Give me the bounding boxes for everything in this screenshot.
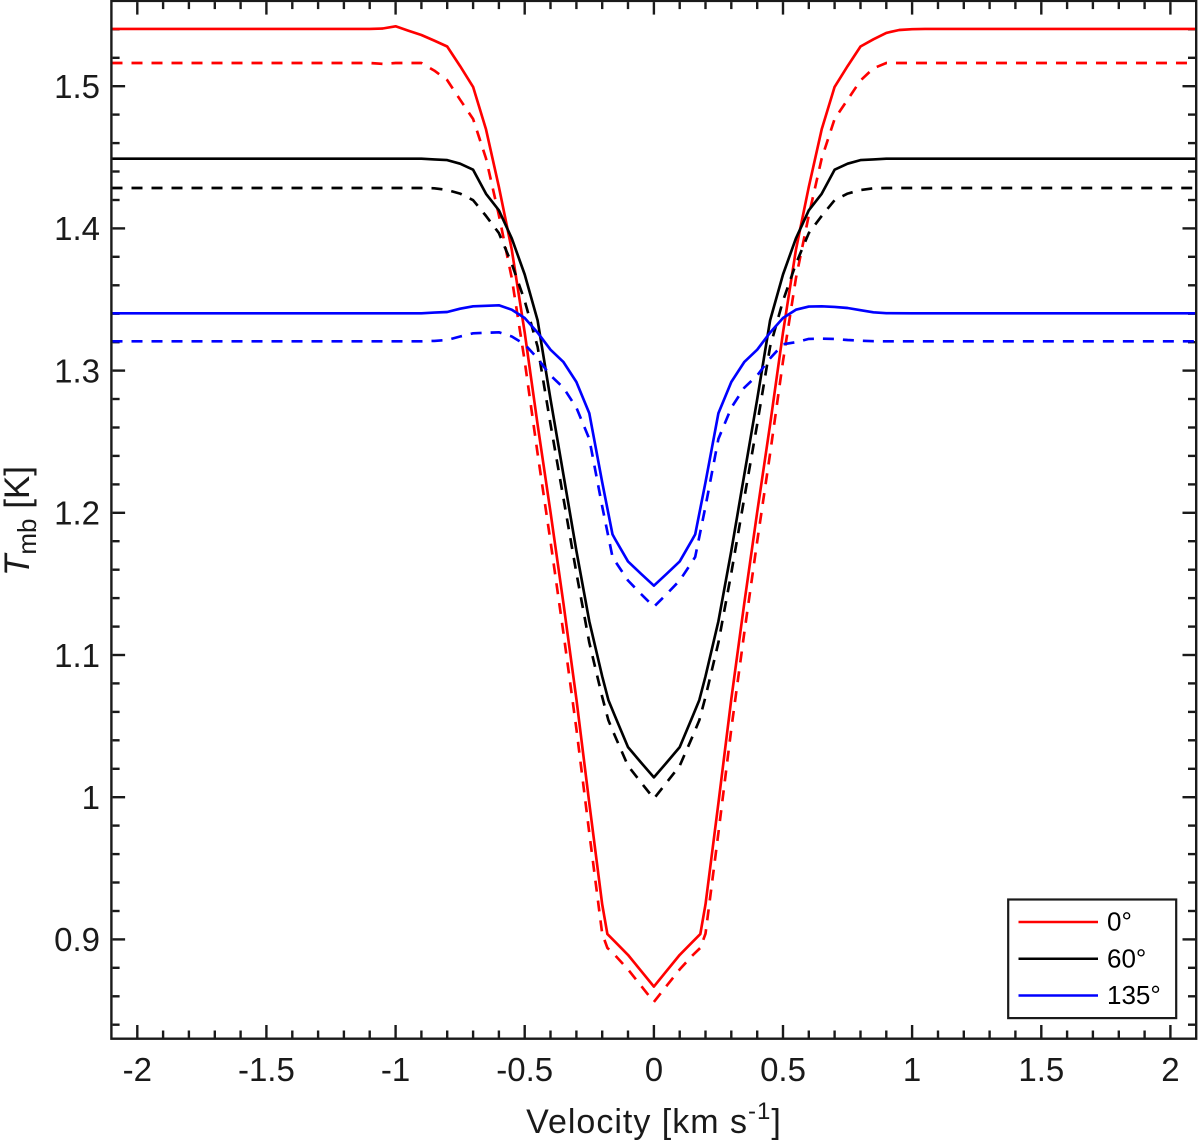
- svg-text:0.5: 0.5: [760, 1051, 806, 1088]
- svg-text:1.5: 1.5: [54, 68, 100, 105]
- svg-text:1.1: 1.1: [54, 637, 100, 674]
- svg-text:2: 2: [1161, 1051, 1179, 1088]
- svg-text:0.9: 0.9: [54, 921, 100, 958]
- svg-text:60°: 60°: [1107, 943, 1146, 973]
- svg-text:1.2: 1.2: [54, 495, 100, 532]
- svg-text:0: 0: [645, 1051, 663, 1088]
- svg-text:Tmb [K]: Tmb [K]: [0, 466, 42, 576]
- svg-text:0°: 0°: [1107, 907, 1132, 937]
- svg-text:-2: -2: [123, 1051, 152, 1088]
- svg-text:1.3: 1.3: [54, 352, 100, 389]
- svg-text:-1.5: -1.5: [238, 1051, 295, 1088]
- svg-text:1.4: 1.4: [54, 210, 100, 247]
- svg-text:1: 1: [82, 779, 100, 816]
- svg-text:Velocity [km s-1]: Velocity [km s-1]: [526, 1098, 782, 1141]
- svg-text:1: 1: [903, 1051, 921, 1088]
- svg-text:1.5: 1.5: [1018, 1051, 1064, 1088]
- svg-text:135°: 135°: [1107, 980, 1161, 1010]
- svg-text:-1: -1: [381, 1051, 410, 1088]
- svg-text:-0.5: -0.5: [496, 1051, 553, 1088]
